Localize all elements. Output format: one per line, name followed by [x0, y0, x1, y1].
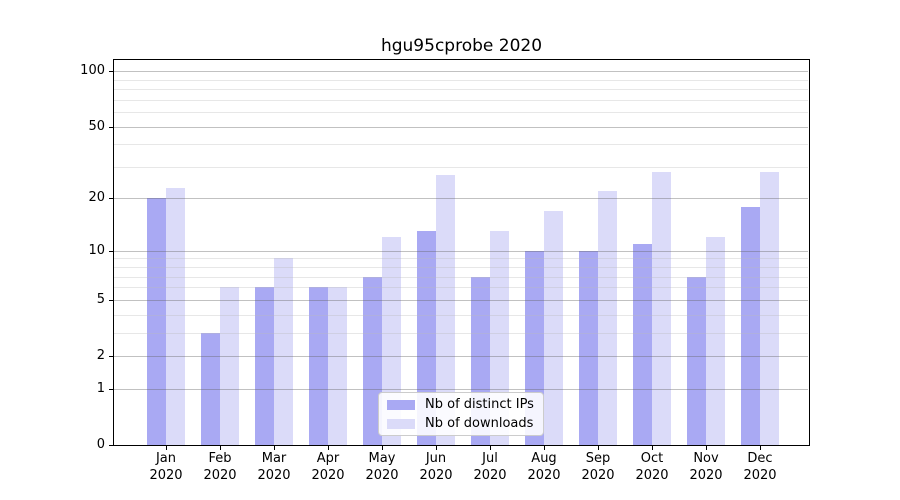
minor-gridline-7	[114, 276, 808, 278]
y-tick-label-5: 5	[96, 291, 105, 307]
x-tick-label-Jul-2020: Jul 2020	[473, 451, 507, 483]
y-tick-mark-20	[109, 198, 113, 200]
major-gridline-5	[114, 299, 808, 301]
x-tick-mark-Apr-2020	[328, 446, 329, 450]
x-tick-label-Feb-2020: Feb 2020	[203, 451, 237, 483]
chart-title: hgu95cprobe 2020	[380, 36, 543, 56]
bar-distinct-ips-Jan-2020	[147, 198, 166, 445]
legend-label-downloads: Nb of downloads	[425, 415, 534, 431]
minor-gridline-3	[114, 332, 808, 334]
y-tick-mark-2	[109, 356, 113, 357]
minor-gridline-90	[114, 79, 808, 81]
bar-downloads-Oct-2020	[652, 172, 671, 445]
bar-downloads-Jan-2020	[166, 187, 185, 445]
x-tick-mark-Mar-2020	[274, 446, 275, 450]
y-tick-mark-100	[109, 71, 113, 73]
major-gridline-2	[114, 356, 808, 357]
y-tick-label-50: 50	[88, 118, 105, 134]
x-tick-label-Oct-2020: Oct 2020	[635, 451, 669, 483]
bar-downloads-Feb-2020	[220, 287, 239, 445]
bar-downloads-Apr-2020	[328, 287, 347, 445]
x-tick-mark-Jun-2020	[436, 446, 437, 450]
bar-distinct-ips-Sep-2020	[579, 250, 598, 445]
y-tick-mark-0	[109, 445, 113, 446]
minor-gridline-60	[114, 112, 808, 114]
minor-gridline-6	[114, 287, 808, 289]
x-tick-mark-Jul-2020	[490, 446, 491, 450]
bar-downloads-Dec-2020	[760, 172, 779, 445]
minor-gridline-40	[114, 144, 808, 146]
bar-downloads-Nov-2020	[706, 237, 725, 445]
x-tick-label-Dec-2020: Dec 2020	[743, 451, 777, 483]
x-tick-mark-Sep-2020	[598, 446, 599, 450]
major-gridline-10	[114, 250, 808, 252]
minor-gridline-80	[114, 89, 808, 91]
major-gridline-50	[114, 126, 808, 128]
x-tick-label-Mar-2020: Mar 2020	[257, 451, 291, 483]
x-tick-mark-Oct-2020	[652, 446, 653, 450]
bar-downloads-Mar-2020	[274, 258, 293, 445]
minor-gridline-8	[114, 267, 808, 269]
bar-distinct-ips-Mar-2020	[255, 287, 274, 445]
legend: Nb of distinct IPs Nb of downloads	[378, 392, 544, 436]
major-gridline-1	[114, 388, 808, 390]
legend-item-downloads: Nb of downloads	[385, 416, 537, 432]
bar-distinct-ips-May-2020	[363, 276, 382, 445]
legend-swatch-distinct-ips	[387, 399, 415, 410]
bar-distinct-ips-Feb-2020	[201, 332, 220, 445]
x-tick-mark-Jan-2020	[166, 446, 167, 450]
legend-label-distinct-ips: Nb of distinct IPs	[425, 396, 534, 412]
x-tick-mark-May-2020	[382, 446, 383, 450]
y-tick-label-1: 1	[96, 380, 105, 396]
legend-item-distinct-ips: Nb of distinct IPs	[385, 397, 537, 413]
y-tick-mark-1	[109, 388, 113, 390]
minor-gridline-70	[114, 99, 808, 101]
y-tick-mark-50	[109, 126, 113, 128]
x-tick-label-Aug-2020: Aug 2020	[527, 451, 561, 483]
y-tick-mark-10	[109, 250, 113, 252]
minor-gridline-4	[114, 314, 808, 316]
y-tick-label-100: 100	[80, 63, 105, 79]
bar-distinct-ips-Dec-2020	[741, 206, 760, 445]
x-tick-mark-Nov-2020	[706, 446, 707, 450]
y-tick-mark-5	[109, 299, 113, 301]
x-tick-mark-Dec-2020	[760, 446, 761, 450]
x-tick-label-Jan-2020: Jan 2020	[149, 451, 183, 483]
bar-downloads-Jul-2020	[490, 231, 509, 445]
y-tick-label-2: 2	[96, 348, 105, 363]
x-tick-mark-Aug-2020	[544, 446, 545, 450]
x-tick-label-Sep-2020: Sep 2020	[581, 451, 615, 483]
minor-gridline-9	[114, 258, 808, 260]
y-tick-label-20: 20	[88, 190, 105, 206]
y-tick-label-0: 0	[96, 437, 105, 452]
major-gridline-20	[114, 198, 808, 200]
y-tick-label-10: 10	[88, 242, 105, 258]
x-tick-label-Jun-2020: Jun 2020	[419, 451, 453, 483]
bar-distinct-ips-Apr-2020	[309, 287, 328, 445]
bar-downloads-Aug-2020	[544, 210, 563, 445]
minor-gridline-30	[114, 166, 808, 168]
major-gridline-100	[114, 71, 808, 73]
x-tick-mark-Feb-2020	[220, 446, 221, 450]
bar-downloads-Sep-2020	[598, 191, 617, 445]
x-tick-label-Nov-2020: Nov 2020	[689, 451, 723, 483]
legend-swatch-downloads	[387, 418, 415, 429]
x-tick-label-Apr-2020: Apr 2020	[311, 451, 345, 483]
bar-distinct-ips-Jun-2020	[417, 231, 436, 445]
bar-distinct-ips-Oct-2020	[633, 243, 652, 445]
bar-downloads-Jun-2020	[436, 175, 455, 445]
x-tick-label-May-2020: May 2020	[365, 451, 399, 483]
bar-distinct-ips-Nov-2020	[687, 276, 706, 445]
